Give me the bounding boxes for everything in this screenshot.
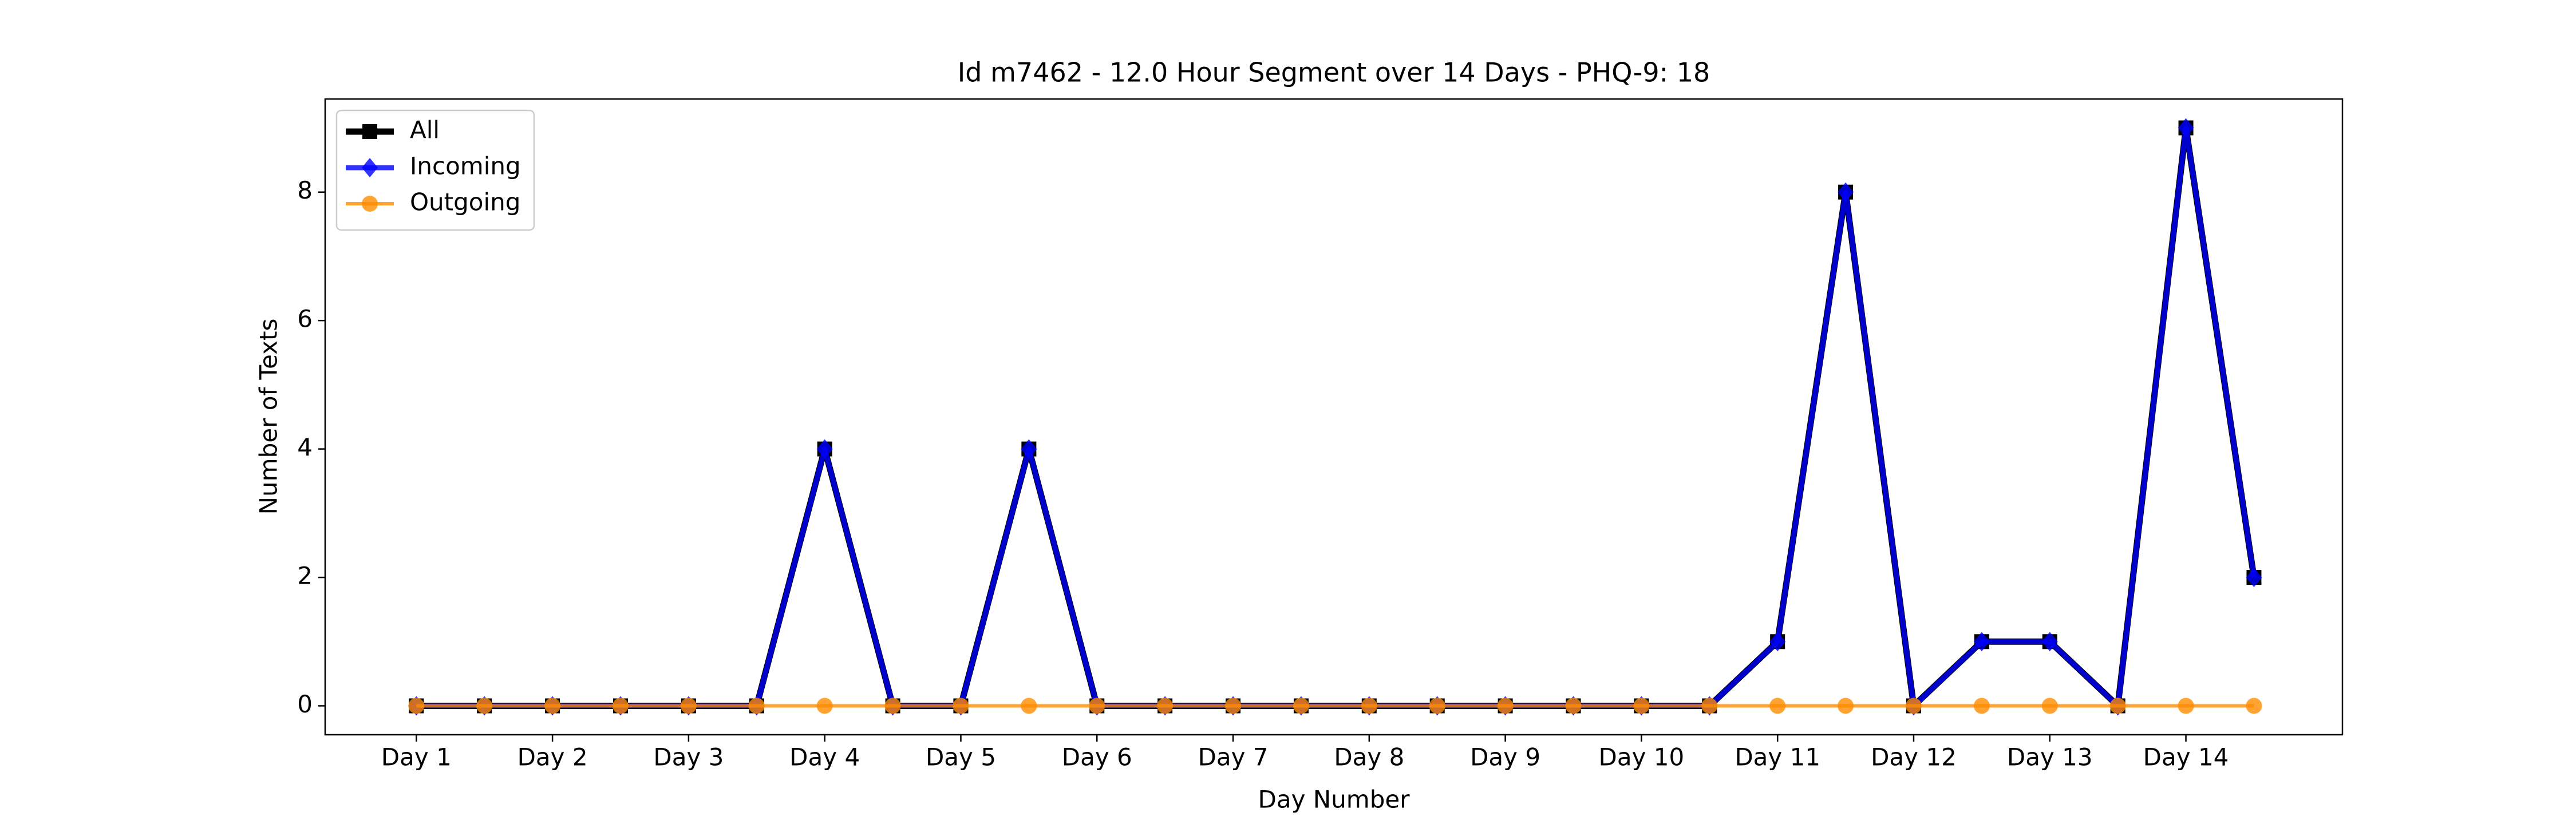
series [409,120,2262,714]
marker-circle [748,698,765,714]
marker-circle [1293,698,1309,714]
y-tick-label: 0 [297,690,313,718]
x-tick-label: Day 14 [2143,743,2229,771]
marker-circle [884,698,901,714]
axes-frame [324,98,2344,736]
y-tick-label: 8 [297,176,313,204]
y-tick-label: 4 [297,433,313,461]
marker-circle [1769,698,1786,714]
marker-circle [1701,698,1718,714]
marker-diamond [2246,568,2262,588]
x-tick-label: Day 7 [1198,743,1269,771]
marker-diamond [816,439,833,459]
marker-circle [2041,698,2058,714]
x-tick-label: Day 11 [1735,743,1820,771]
marker-circle [1021,698,1037,714]
marker-circle [1225,698,1242,714]
marker-circle [2178,698,2194,714]
marker-circle [953,698,969,714]
marker-diamond [1973,632,1990,652]
marker-circle [1973,698,1990,714]
x-tick-label: Day 12 [1871,743,1957,771]
marker-diamond [1769,632,1786,652]
marker-circle [1361,698,1377,714]
marker-circle [408,698,425,714]
marker-circle [362,196,378,212]
legend-box [335,109,535,231]
marker-circle [2246,698,2262,714]
legend-label: All [410,116,440,144]
marker-diamond [1838,182,1854,202]
legend-label: Incoming [410,152,521,180]
marker-circle [1838,698,1854,714]
x-axis-label: Day Number [1258,786,1410,814]
x-tick-label: Day 2 [517,743,588,771]
series [408,698,2262,714]
marker-circle [816,698,833,714]
marker-circle [1905,698,1922,714]
marker-circle [1429,698,1445,714]
y-tick-label: 6 [297,305,313,333]
chart-title: Id m7462 - 12.0 Hour Segment over 14 Day… [958,57,1710,88]
series-line [416,125,2257,709]
y-axis-label: Number of Texts [255,319,283,515]
series [408,118,2262,716]
marker-circle [680,698,697,714]
marker-circle [1089,698,1105,714]
x-tick-label: Day 9 [1470,743,1540,771]
marker-circle [476,698,493,714]
x-tick-label: Day 1 [381,743,452,771]
marker-diamond [2041,632,2058,652]
x-tick-label: Day 13 [2007,743,2093,771]
marker-diamond [362,158,378,177]
marker-diamond [2178,118,2194,138]
x-tick-label: Day 5 [926,743,996,771]
marker-circle [1565,698,1582,714]
x-tick-label: Day 6 [1062,743,1132,771]
legend-label: Outgoing [410,188,520,216]
x-tick-label: Day 8 [1334,743,1404,771]
x-tick-label: Day 3 [653,743,724,771]
marker-square [362,124,377,139]
marker-circle [1497,698,1514,714]
y-tick-label: 2 [297,562,313,590]
marker-circle [1157,698,1174,714]
marker-circle [544,698,561,714]
marker-diamond [1021,439,1037,459]
x-tick-label: Day 4 [789,743,860,771]
series-line [416,125,2257,708]
marker-circle [612,698,629,714]
marker-circle [2109,698,2126,714]
marker-circle [1633,698,1650,714]
x-tick-label: Day 10 [1599,743,1685,771]
